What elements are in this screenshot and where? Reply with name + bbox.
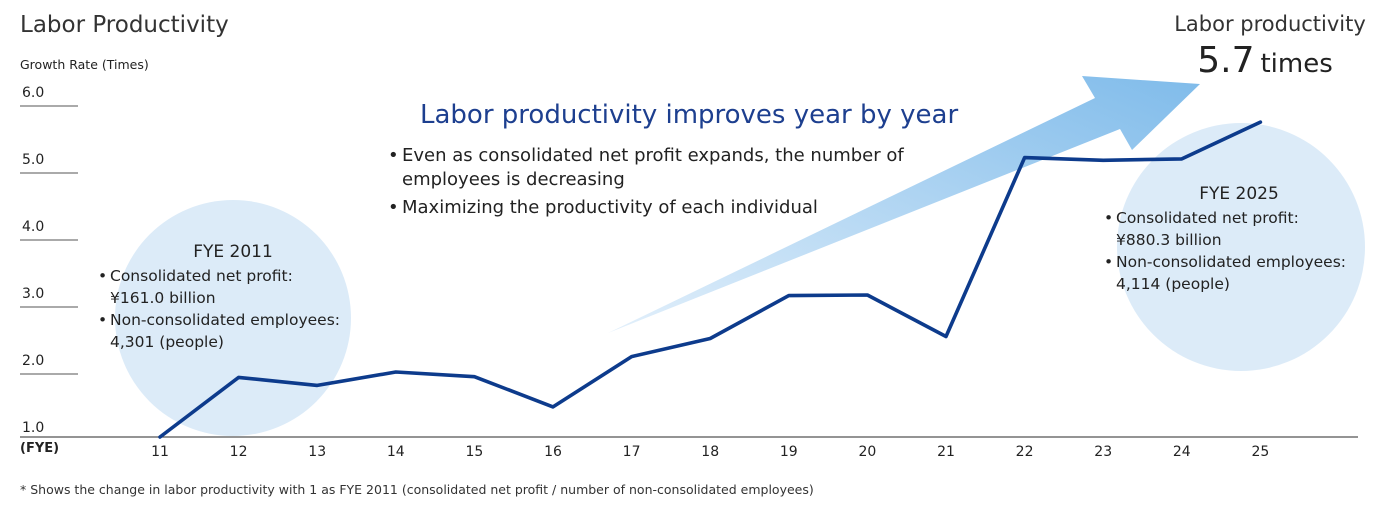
x-tick-label-19: 19 [780, 444, 798, 460]
footnote: * Shows the change in labor productivity… [20, 482, 814, 497]
highlight-bullets: Even as consolidated net profit expands,… [388, 144, 904, 224]
y-tick-label-4.0: 4.0 [22, 219, 44, 235]
result-unit: times [1260, 49, 1333, 79]
fye2025-employees-value: 4,114 (people) [1116, 275, 1230, 293]
result-number: 5.7 [1197, 40, 1255, 81]
y-axis-label: Growth Rate (Times) [20, 57, 149, 72]
x-axis-label: (FYE) [20, 441, 60, 456]
fye2025-profit-value: ¥880.3 billion [1116, 231, 1222, 249]
x-tick-label-23: 23 [1094, 444, 1112, 460]
x-tick-label-20: 20 [858, 444, 876, 460]
fye2025-heading: FYE 2025 [1199, 184, 1279, 204]
fye2011-employees-label: Non-consolidated employees: [98, 309, 368, 331]
fye2011-heading: FYE 2011 [193, 242, 273, 262]
x-tick-label-14: 14 [387, 444, 405, 460]
bullet-net-profit: Even as consolidated net profit expands,… [388, 144, 904, 192]
bullet-net-profit-line2: employees is decreasing [402, 169, 625, 190]
bullet-net-profit-line1: Even as consolidated net profit expands,… [402, 145, 904, 166]
x-tick-label-17: 17 [623, 444, 641, 460]
fye2011-profit-label: Consolidated net profit: [98, 265, 368, 287]
fye2011-employees-value: 4,301 (people) [110, 333, 224, 351]
fye2011-callout: FYE 2011 Consolidated net profit: ¥161.0… [98, 241, 368, 353]
fye2011-profit-value: ¥161.0 billion [110, 289, 216, 307]
x-tick-label-24: 24 [1173, 444, 1191, 460]
x-tick-label-16: 16 [544, 444, 562, 460]
fye2025-profit-label: Consolidated net profit: [1104, 207, 1374, 229]
growth-arrow [608, 76, 1200, 333]
y-tick-label-3.0: 3.0 [22, 286, 44, 302]
x-tick-label-21: 21 [937, 444, 955, 460]
x-tick-label-25: 25 [1251, 444, 1269, 460]
x-tick-label-11: 11 [151, 444, 169, 460]
y-tick-label-2.0: 2.0 [22, 353, 44, 369]
fye2025-bubble [1117, 123, 1365, 371]
x-tick-label-13: 13 [308, 444, 326, 460]
result-value: 5.7 times [1140, 40, 1390, 81]
x-tick-label-18: 18 [701, 444, 719, 460]
highlight-heading: Labor productivity improves year by year [420, 100, 959, 130]
y-tick-label-5.0: 5.0 [22, 152, 44, 168]
fye2025-employees-label: Non-consolidated employees: [1104, 251, 1374, 273]
result-label: Labor productivity [1174, 12, 1366, 36]
y-tick-label-6.0: 6.0 [22, 85, 44, 101]
y-tick-label-1.0: 1.0 [22, 420, 44, 436]
x-tick-label-12: 12 [230, 444, 248, 460]
x-tick-label-15: 15 [465, 444, 483, 460]
x-tick-label-22: 22 [1016, 444, 1034, 460]
chart-title: Labor Productivity [20, 12, 229, 38]
fye2025-callout: FYE 2025 Consolidated net profit: ¥880.3… [1104, 183, 1374, 295]
bullet-productivity: Maximizing the productivity of each indi… [388, 196, 904, 220]
